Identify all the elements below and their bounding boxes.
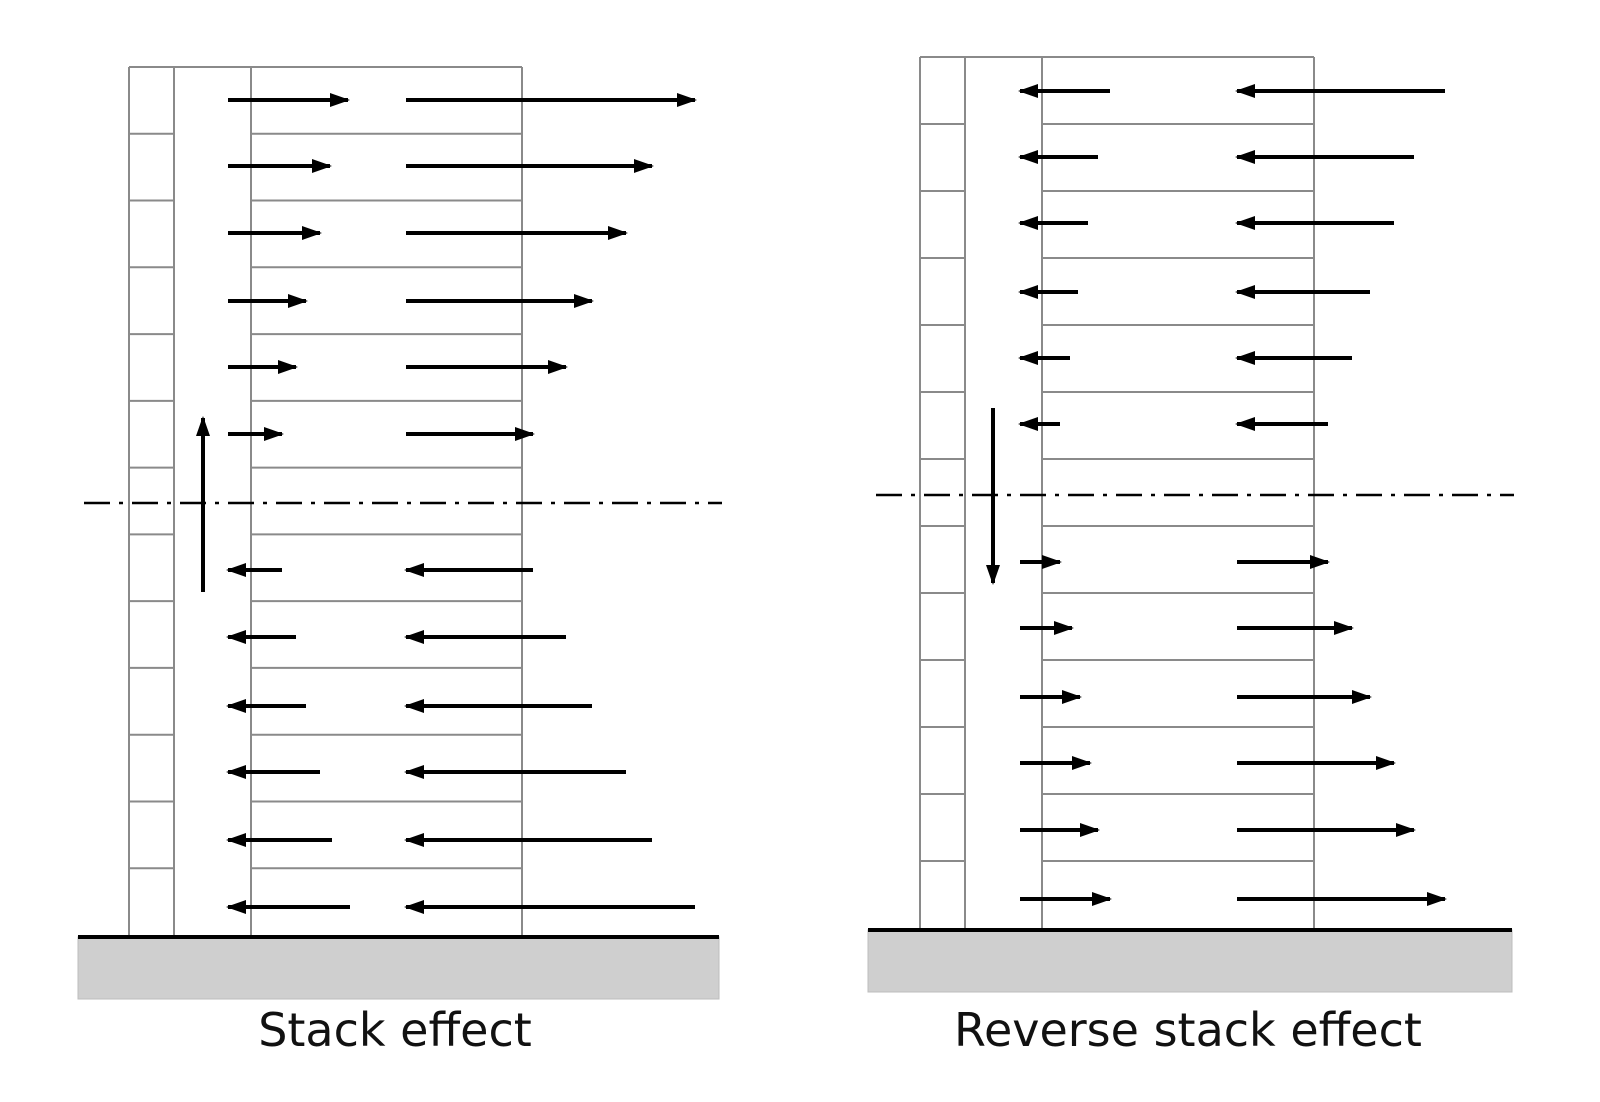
reverse-stack-effect-caption: Reverse stack effect xyxy=(954,1003,1422,1057)
reverse-stack-effect-panel xyxy=(867,56,1514,993)
stack-effect-panel xyxy=(77,66,722,1000)
stack-effect-caption: Stack effect xyxy=(258,1003,532,1057)
ground-slab xyxy=(77,936,720,1000)
ground-slab xyxy=(867,929,1513,993)
